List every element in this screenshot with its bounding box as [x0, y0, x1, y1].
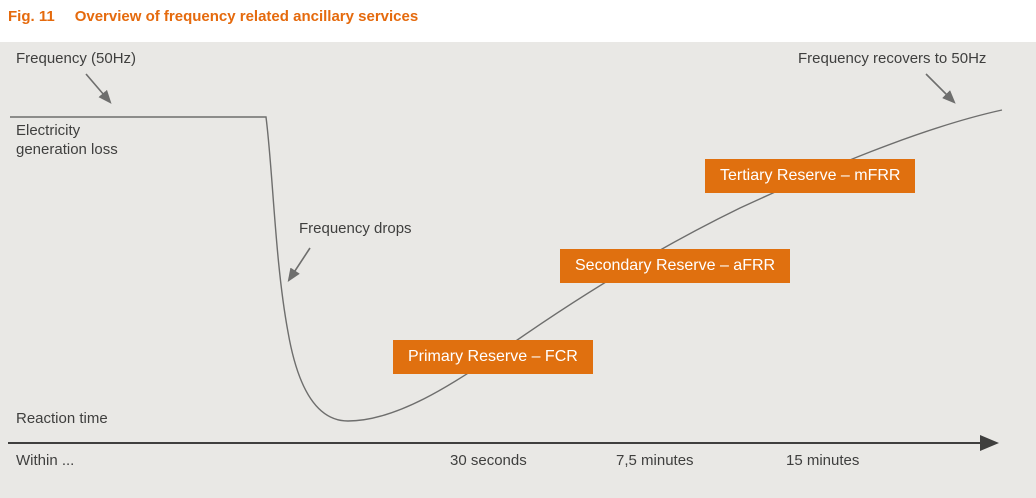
frequency-curve [10, 109, 1003, 422]
frequency-drops-arrow [287, 247, 311, 283]
generation-loss-label: Electricity generation loss [16, 122, 118, 158]
axis-tick-15-minutes: 15 minutes [786, 452, 860, 469]
frequency-drops-label: Frequency drops [299, 220, 412, 237]
secondary-reserve-box: Secondary Reserve – aFRR [560, 249, 791, 283]
frequency-label: Frequency (50Hz) [16, 50, 137, 67]
figure-header: Fig. 11 Overview of frequency related an… [8, 8, 418, 25]
axis-tick-7-5-minutes: 7,5 minutes [616, 452, 694, 469]
frequency-arrow [85, 73, 112, 104]
axis-prefix-label: Within ... [16, 452, 75, 469]
figure-title: Overview of frequency related ancillary … [74, 8, 419, 25]
diagram-panel: Frequency (50Hz) Electricity generation … [0, 42, 1036, 498]
frequency-recovers-arrow [925, 73, 956, 104]
frequency-curve-svg [8, 73, 1003, 451]
axis-tick-30-seconds: 30 seconds [450, 452, 527, 469]
primary-reserve-box: Primary Reserve – FCR [393, 340, 593, 374]
tertiary-reserve-box: Tertiary Reserve – mFRR [705, 159, 916, 193]
reaction-time-label: Reaction time [16, 410, 108, 427]
frequency-recovers-label: Frequency recovers to 50Hz [798, 50, 987, 67]
figure-number: Fig. 11 [8, 8, 55, 25]
